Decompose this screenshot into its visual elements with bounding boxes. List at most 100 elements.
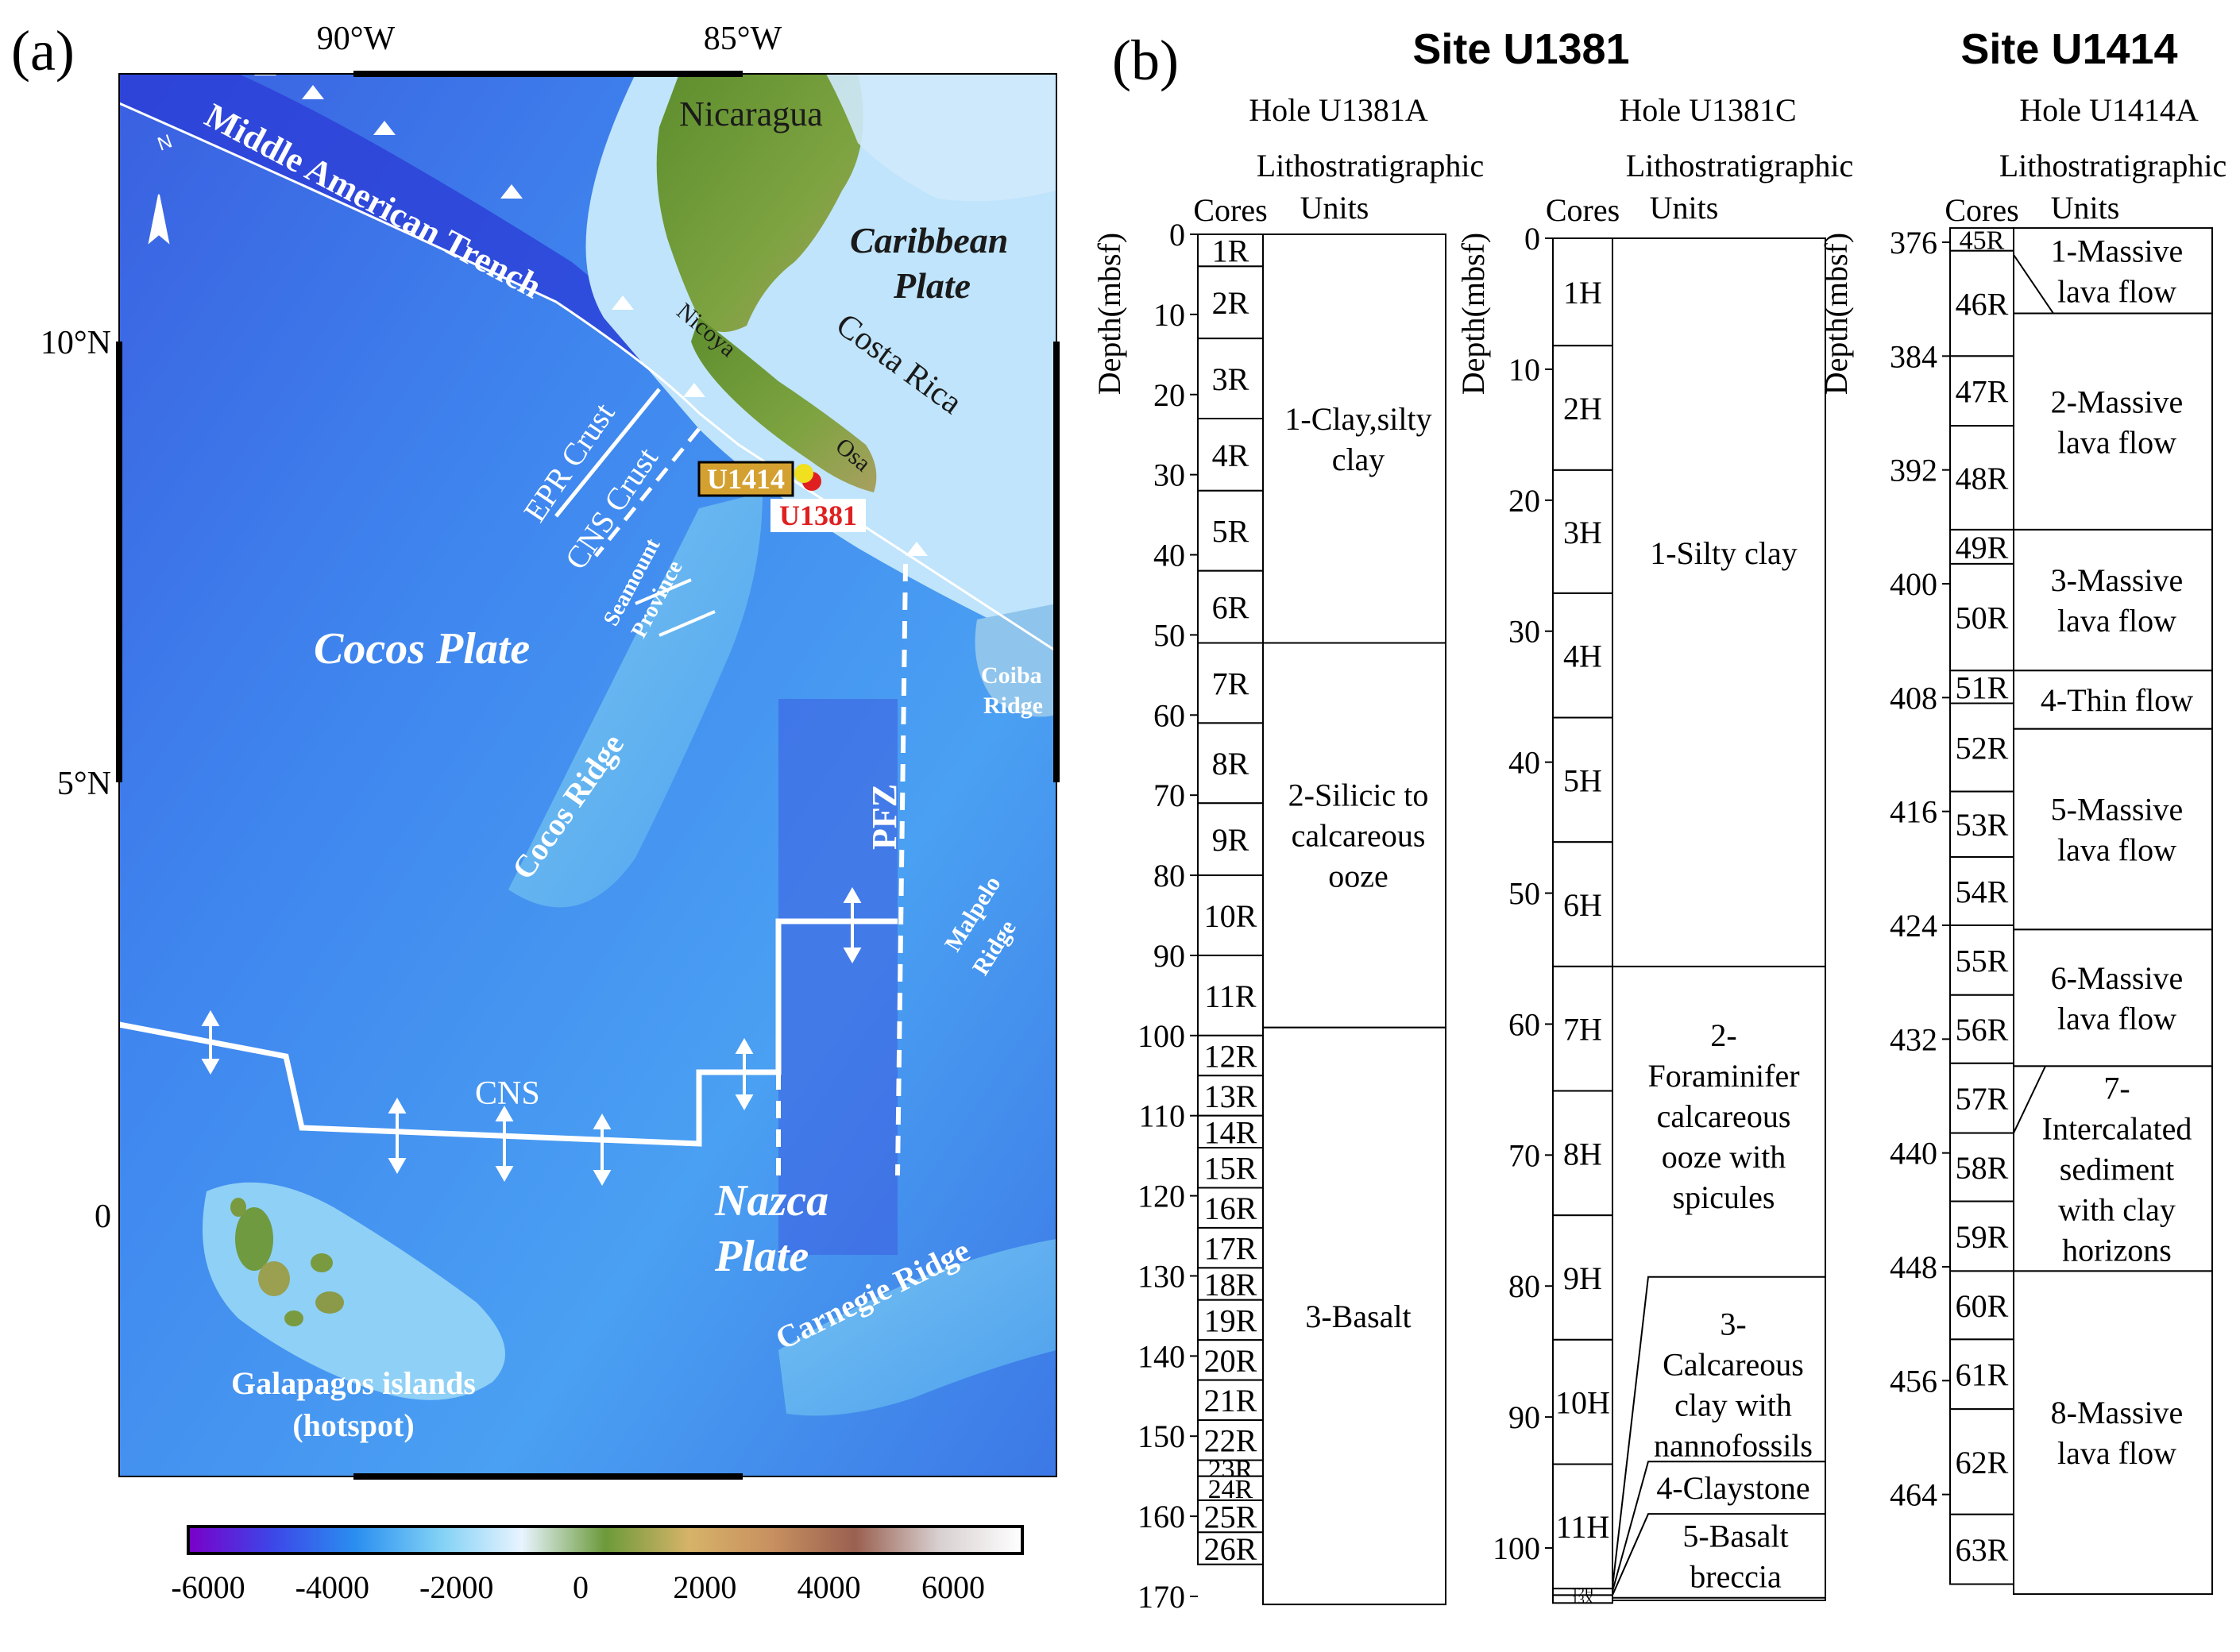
- core-label: 22R: [1204, 1423, 1257, 1459]
- unit-label: Foraminifer: [1647, 1058, 1799, 1094]
- hole-title: Hole U1381A: [1249, 92, 1428, 128]
- unit-box: [2013, 1065, 2213, 1272]
- core-box: [1197, 1299, 1264, 1341]
- depth-tick-label: 10: [1508, 352, 1540, 388]
- depth-tick-label: 70: [1153, 778, 1185, 813]
- label-galapagos-1: Galapagos islands: [231, 1365, 476, 1401]
- core-label: 54R: [1956, 874, 2009, 909]
- lat-tick-10n: 10°N: [41, 325, 111, 361]
- unit-label: clay: [1332, 442, 1385, 477]
- core-box: [1949, 1408, 2014, 1515]
- depth-tick-label: 170: [1137, 1579, 1185, 1615]
- core-label: 13R: [1204, 1079, 1257, 1114]
- core-label: 16R: [1204, 1191, 1257, 1226]
- colorbar-ticks: -6000 -4000 -2000 0 2000 4000 6000: [171, 1569, 985, 1605]
- depth-axis-label: Depth(mbsf): [1091, 233, 1127, 395]
- core-label: 8R: [1212, 746, 1249, 782]
- depth-tick-label: 110: [1138, 1098, 1185, 1134]
- core-label: 2H: [1563, 391, 1602, 427]
- unit-label: with clay: [2058, 1191, 2176, 1227]
- core-box: [1949, 790, 2014, 858]
- core-label: 1H: [1563, 275, 1602, 311]
- depth-axis-label: Depth(mbsf): [1818, 233, 1854, 395]
- units-header-2: Units: [1650, 190, 1719, 226]
- unit-label: lava flow: [2057, 273, 2176, 309]
- core-label: 14R: [1204, 1114, 1257, 1150]
- depth-tick-label: 150: [1137, 1418, 1185, 1454]
- core-label: 49R: [1956, 530, 2009, 565]
- strat-column-3: Site U1414 Hole U1414A Lithostratigraphic U…: [1818, 25, 2226, 1596]
- strat-column-2: Hole U1381C Lithostratigraphic Units Cores D…: [1455, 92, 1853, 1607]
- unit-label: clay with: [1674, 1387, 1792, 1422]
- unit-box: [2013, 312, 2213, 531]
- units-header: Lithostratigraphic: [1626, 148, 1854, 183]
- label-cns: CNS: [475, 1075, 540, 1112]
- unit-label: 3-: [1720, 1306, 1746, 1341]
- unit-label: lava flow: [2057, 832, 2176, 868]
- depth-tick-label: 20: [1153, 377, 1185, 413]
- units-header: Lithostratigraphic: [1257, 148, 1485, 183]
- unit-label: 2-: [1710, 1017, 1736, 1053]
- core-box: [1552, 237, 1613, 347]
- unit-box: [2013, 1270, 2213, 1596]
- unit-box: [1612, 237, 1826, 967]
- unit-label: lava flow: [2057, 424, 2176, 460]
- unit-label: Calcareous: [1663, 1346, 1804, 1382]
- core-label: 6R: [1212, 590, 1249, 626]
- seamount-province-marks: [635, 578, 716, 637]
- core-label: 56R: [1956, 1012, 2009, 1048]
- unit-connector: [2013, 1065, 2046, 1134]
- label-galapagos-2: (hotspot): [292, 1407, 414, 1443]
- unit-box: [1262, 642, 1446, 1029]
- unit-label: spicules: [1673, 1179, 1775, 1215]
- depth-tick-label: 376: [1890, 225, 1937, 261]
- unit-label: calcareous: [1657, 1098, 1791, 1134]
- core-label: 21R: [1204, 1383, 1257, 1418]
- core-label: 57R: [1956, 1081, 2009, 1117]
- unit-label: 6-Massive: [2051, 960, 2184, 996]
- core-label: 59R: [1956, 1219, 2009, 1255]
- core-label: 5R: [1212, 514, 1249, 550]
- core-box: [1197, 569, 1264, 644]
- core-box: [1949, 562, 2014, 672]
- core-box: [1197, 642, 1264, 724]
- core-label: 55R: [1956, 943, 2009, 978]
- unit-label: 2-Silicic to: [1288, 778, 1429, 813]
- core-label: 11R: [1204, 978, 1257, 1014]
- site-markers: U1414 U1381: [697, 461, 866, 532]
- site-u1381-box: [770, 499, 866, 532]
- core-label: 24R: [1208, 1475, 1253, 1504]
- core-label: 18R: [1204, 1267, 1257, 1303]
- core-box: [1197, 1114, 1264, 1149]
- core-box: [1949, 670, 2014, 704]
- core-box: [1197, 722, 1264, 805]
- map-frame-ticks: [116, 71, 1060, 1480]
- core-box: [1949, 994, 2014, 1064]
- core-label: 3H: [1563, 515, 1602, 550]
- core-box: [1949, 1270, 2014, 1341]
- unit-box: [2013, 928, 2213, 1067]
- unit-box: [2013, 227, 2213, 315]
- unit-label: 1-Clay,silty: [1284, 401, 1431, 437]
- unit-label: sediment: [2060, 1151, 2174, 1187]
- depth-tick-label: 70: [1508, 1137, 1540, 1173]
- core-label: 4H: [1563, 639, 1602, 674]
- unit-label: 5-Massive: [2051, 792, 2184, 828]
- core-box: [1197, 234, 1264, 268]
- core-label: 19R: [1204, 1303, 1257, 1338]
- depth-tick-label: 50: [1153, 617, 1185, 653]
- core-box: [1197, 265, 1264, 340]
- site-u1414-label: U1414: [707, 463, 785, 495]
- crust-boundary: [554, 388, 701, 558]
- core-label: 9R: [1212, 822, 1249, 858]
- site-u1381-label: U1381: [779, 500, 857, 531]
- panel-b-label: (b): [1112, 29, 1179, 92]
- depth-tick-label: 40: [1153, 538, 1185, 573]
- core-box: [1197, 1475, 1264, 1501]
- cores-header: Cores: [1546, 192, 1620, 228]
- core-label: 17R: [1204, 1231, 1257, 1267]
- core-box: [1552, 345, 1613, 471]
- unit-label: calcareous: [1292, 818, 1426, 854]
- core-box: [1949, 702, 2014, 793]
